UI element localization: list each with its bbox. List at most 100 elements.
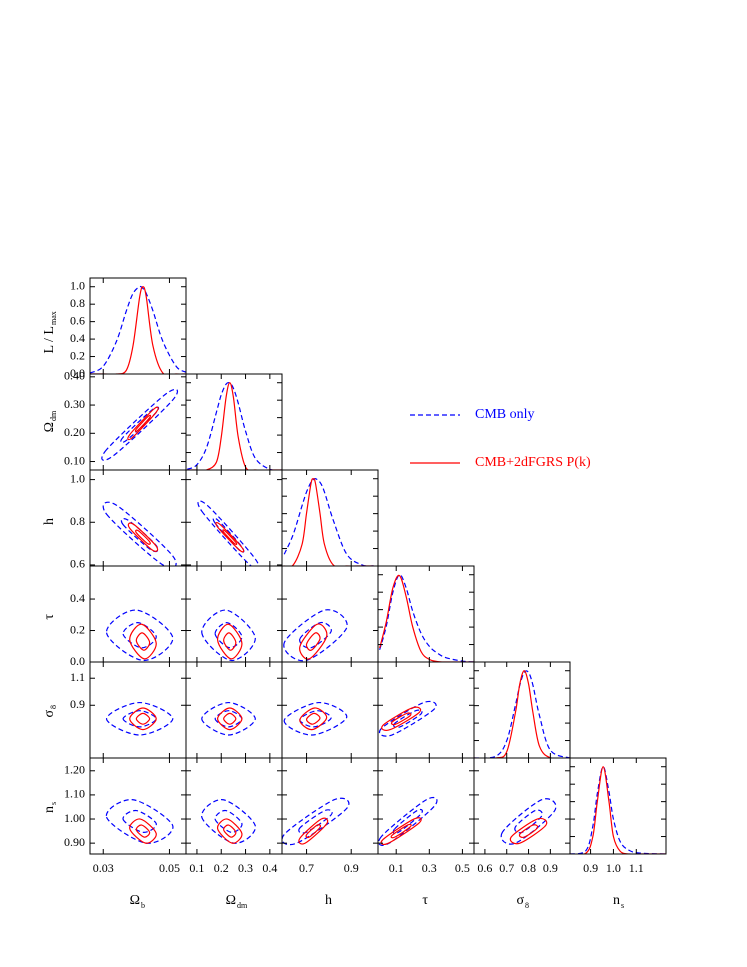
y-axis-subscript: 8	[49, 705, 58, 709]
panel	[201, 609, 256, 662]
y-tick-label: 1.0	[70, 278, 85, 292]
x-tick-label: 0.9	[583, 861, 598, 875]
contour	[201, 609, 256, 662]
likelihood-curve	[283, 477, 374, 566]
x-tick-label: 0.03	[93, 861, 114, 875]
x-axis-symbol: τ	[422, 893, 428, 908]
panel	[378, 796, 438, 846]
contour	[216, 623, 243, 660]
panel	[500, 798, 557, 845]
x-tick-label: 0.9	[344, 861, 359, 875]
panel	[102, 501, 177, 566]
x-tick-label: 0.7	[499, 861, 514, 875]
likelihood-curve	[570, 766, 666, 854]
panel	[283, 477, 374, 566]
contour	[127, 522, 159, 552]
x-tick-label: 1.1	[629, 861, 644, 875]
y-tick-label: 1.1	[70, 670, 85, 684]
y-axis-label: σ8	[42, 705, 58, 718]
contour	[216, 707, 243, 731]
x-tick-label: 0.1	[189, 861, 204, 875]
y-tick-label: 0.0	[70, 366, 85, 380]
contour	[101, 388, 179, 461]
panel	[379, 574, 474, 662]
y-tick-label: 1.10	[64, 787, 85, 801]
contour	[509, 817, 548, 845]
y-tick-label: 0.4	[70, 331, 85, 345]
contour	[222, 529, 238, 546]
x-tick-label: 0.2	[214, 861, 229, 875]
likelihood-curve	[284, 478, 374, 566]
panel	[283, 701, 348, 736]
contour	[216, 818, 243, 844]
contour	[305, 824, 322, 839]
y-axis-label: ns	[42, 802, 58, 813]
contour	[129, 623, 157, 660]
contour	[135, 632, 151, 651]
contour	[299, 623, 328, 660]
contour	[134, 414, 152, 433]
x-tick-label: 1.0	[606, 861, 621, 875]
contour	[223, 712, 237, 725]
y-axis-symbol: L / L	[42, 326, 57, 353]
panel	[105, 609, 174, 662]
contour	[305, 632, 321, 651]
contour	[223, 632, 237, 651]
y-tick-label: 0.30	[64, 397, 85, 411]
contour	[380, 817, 422, 845]
contour	[500, 798, 557, 845]
x-tick-label: 0.1	[389, 861, 404, 875]
contour	[518, 824, 539, 838]
x-axis-subscript: b	[141, 901, 145, 910]
y-tick-label: 0.20	[64, 425, 85, 439]
x-tick-label: 0.7	[299, 861, 314, 875]
contour	[135, 529, 151, 545]
y-tick-label: 0.0	[70, 654, 85, 668]
contour	[282, 797, 350, 846]
y-axis-symbol: h	[42, 518, 57, 525]
y-tick-label: 0.2	[70, 348, 85, 362]
y-axis-symbol: τ	[42, 614, 57, 620]
x-axis-symbol: n	[613, 893, 620, 908]
y-tick-label: 1.00	[64, 811, 85, 825]
contour	[105, 799, 174, 844]
contour	[298, 809, 333, 834]
panel	[474, 670, 570, 758]
likelihood-curve	[379, 574, 474, 662]
y-tick-label: 1.20	[64, 763, 85, 777]
contour	[201, 799, 256, 844]
panel	[105, 701, 174, 736]
x-tick-label: 0.8	[521, 861, 536, 875]
y-axis-subscript: dm	[49, 410, 58, 421]
panel-frame	[569, 757, 667, 855]
y-tick-label: 0.2	[70, 622, 85, 636]
contour	[214, 809, 243, 833]
contour	[102, 501, 177, 566]
x-tick-label: 0.9	[543, 861, 558, 875]
contour	[129, 818, 157, 844]
x-axis-subscript: 8	[525, 901, 529, 910]
contour	[105, 609, 174, 662]
contour	[283, 609, 348, 662]
contour	[215, 521, 245, 553]
contour	[197, 500, 260, 566]
y-tick-label: 0.6	[70, 313, 85, 327]
contour	[201, 701, 256, 736]
contour	[305, 712, 321, 725]
contour	[122, 622, 157, 649]
likelihood-curve	[474, 670, 570, 758]
y-tick-label: 0.8	[70, 296, 85, 310]
contour	[299, 710, 332, 728]
x-tick-label: 0.05	[159, 861, 180, 875]
y-axis-symbol: σ	[42, 710, 57, 718]
contour	[135, 712, 151, 725]
contour	[214, 622, 243, 649]
y-tick-label: 0.10	[64, 453, 85, 467]
y-tick-label: 0.40	[64, 369, 85, 383]
likelihood-curve	[474, 670, 570, 758]
contour	[105, 701, 174, 736]
x-axis-subscript: s	[621, 901, 624, 910]
panel	[283, 609, 348, 662]
